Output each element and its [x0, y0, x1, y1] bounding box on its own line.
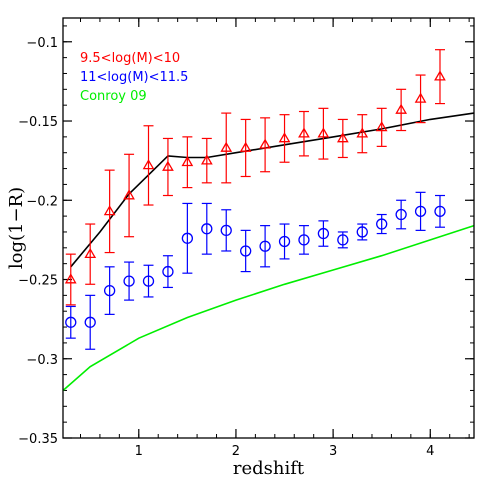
y-tick-label: −0.2 — [26, 194, 58, 209]
legend-entry-blue: 11<log(M)<11.5 — [80, 70, 188, 85]
data-point — [123, 275, 135, 287]
series-high-mass — [65, 191, 446, 350]
data-point — [123, 189, 135, 200]
data-point — [240, 245, 252, 257]
data-point — [259, 240, 271, 252]
data-point — [220, 141, 233, 152]
conroy-09-line — [62, 224, 475, 392]
data-point — [162, 160, 174, 171]
legend: 9.5<log(M)<10 11<log(M)<11.5 Conroy 09 — [80, 51, 188, 104]
major-ticks — [63, 18, 474, 439]
y-axis-label: log(1−R) — [6, 187, 27, 269]
data-point — [278, 132, 291, 143]
data-point — [317, 227, 330, 240]
data-point — [103, 205, 116, 216]
data-point — [356, 127, 369, 138]
data-point — [239, 141, 252, 152]
data-point — [181, 155, 194, 167]
data-point — [298, 127, 310, 138]
x-tick-label: 4 — [426, 444, 434, 459]
data-point — [336, 132, 349, 143]
data-point — [376, 218, 388, 230]
y-tick-label: −0.1 — [26, 36, 58, 51]
data-point — [200, 154, 213, 165]
data-series — [64, 49, 446, 350]
y-tick-labels: −0.1 −0.15 −0.2 −0.25 −0.3 −0.35 — [18, 36, 58, 447]
data-point — [142, 275, 155, 287]
plot-frame — [62, 17, 475, 439]
fit-line — [70, 112, 475, 268]
series-low-mass — [64, 49, 446, 306]
data-point — [414, 205, 427, 218]
data-point — [395, 103, 408, 114]
x-tick-label: 3 — [329, 444, 337, 459]
data-point — [201, 223, 213, 235]
data-point — [84, 247, 97, 259]
data-point — [298, 234, 310, 246]
data-point — [259, 138, 271, 149]
data-point — [317, 127, 330, 138]
legend-entry-green: Conroy 09 — [80, 89, 147, 104]
data-point — [142, 159, 155, 170]
data-point — [278, 235, 291, 248]
x-tick-label: 2 — [232, 444, 240, 459]
x-tick-label: 1 — [135, 444, 143, 459]
data-point — [434, 205, 446, 218]
y-tick-label: −0.15 — [18, 115, 58, 130]
data-point — [434, 70, 446, 81]
legend-entry-red: 9.5<log(M)<10 — [80, 51, 180, 66]
x-axis-label: redshift — [233, 458, 305, 479]
data-point — [181, 232, 194, 244]
y-tick-label: −0.25 — [18, 274, 58, 289]
data-point — [375, 121, 388, 132]
data-point — [395, 208, 407, 221]
data-point — [337, 234, 349, 246]
y-tick-label: −0.35 — [18, 432, 58, 447]
y-tick-label: −0.3 — [26, 353, 58, 368]
x-tick-labels: 1 2 3 4 — [135, 444, 435, 459]
data-point — [64, 273, 77, 284]
data-point — [162, 265, 174, 278]
data-point — [414, 92, 427, 103]
data-point — [220, 224, 232, 237]
data-point — [65, 316, 77, 328]
data-point — [356, 226, 368, 238]
data-point — [103, 284, 116, 297]
data-point — [84, 316, 96, 328]
